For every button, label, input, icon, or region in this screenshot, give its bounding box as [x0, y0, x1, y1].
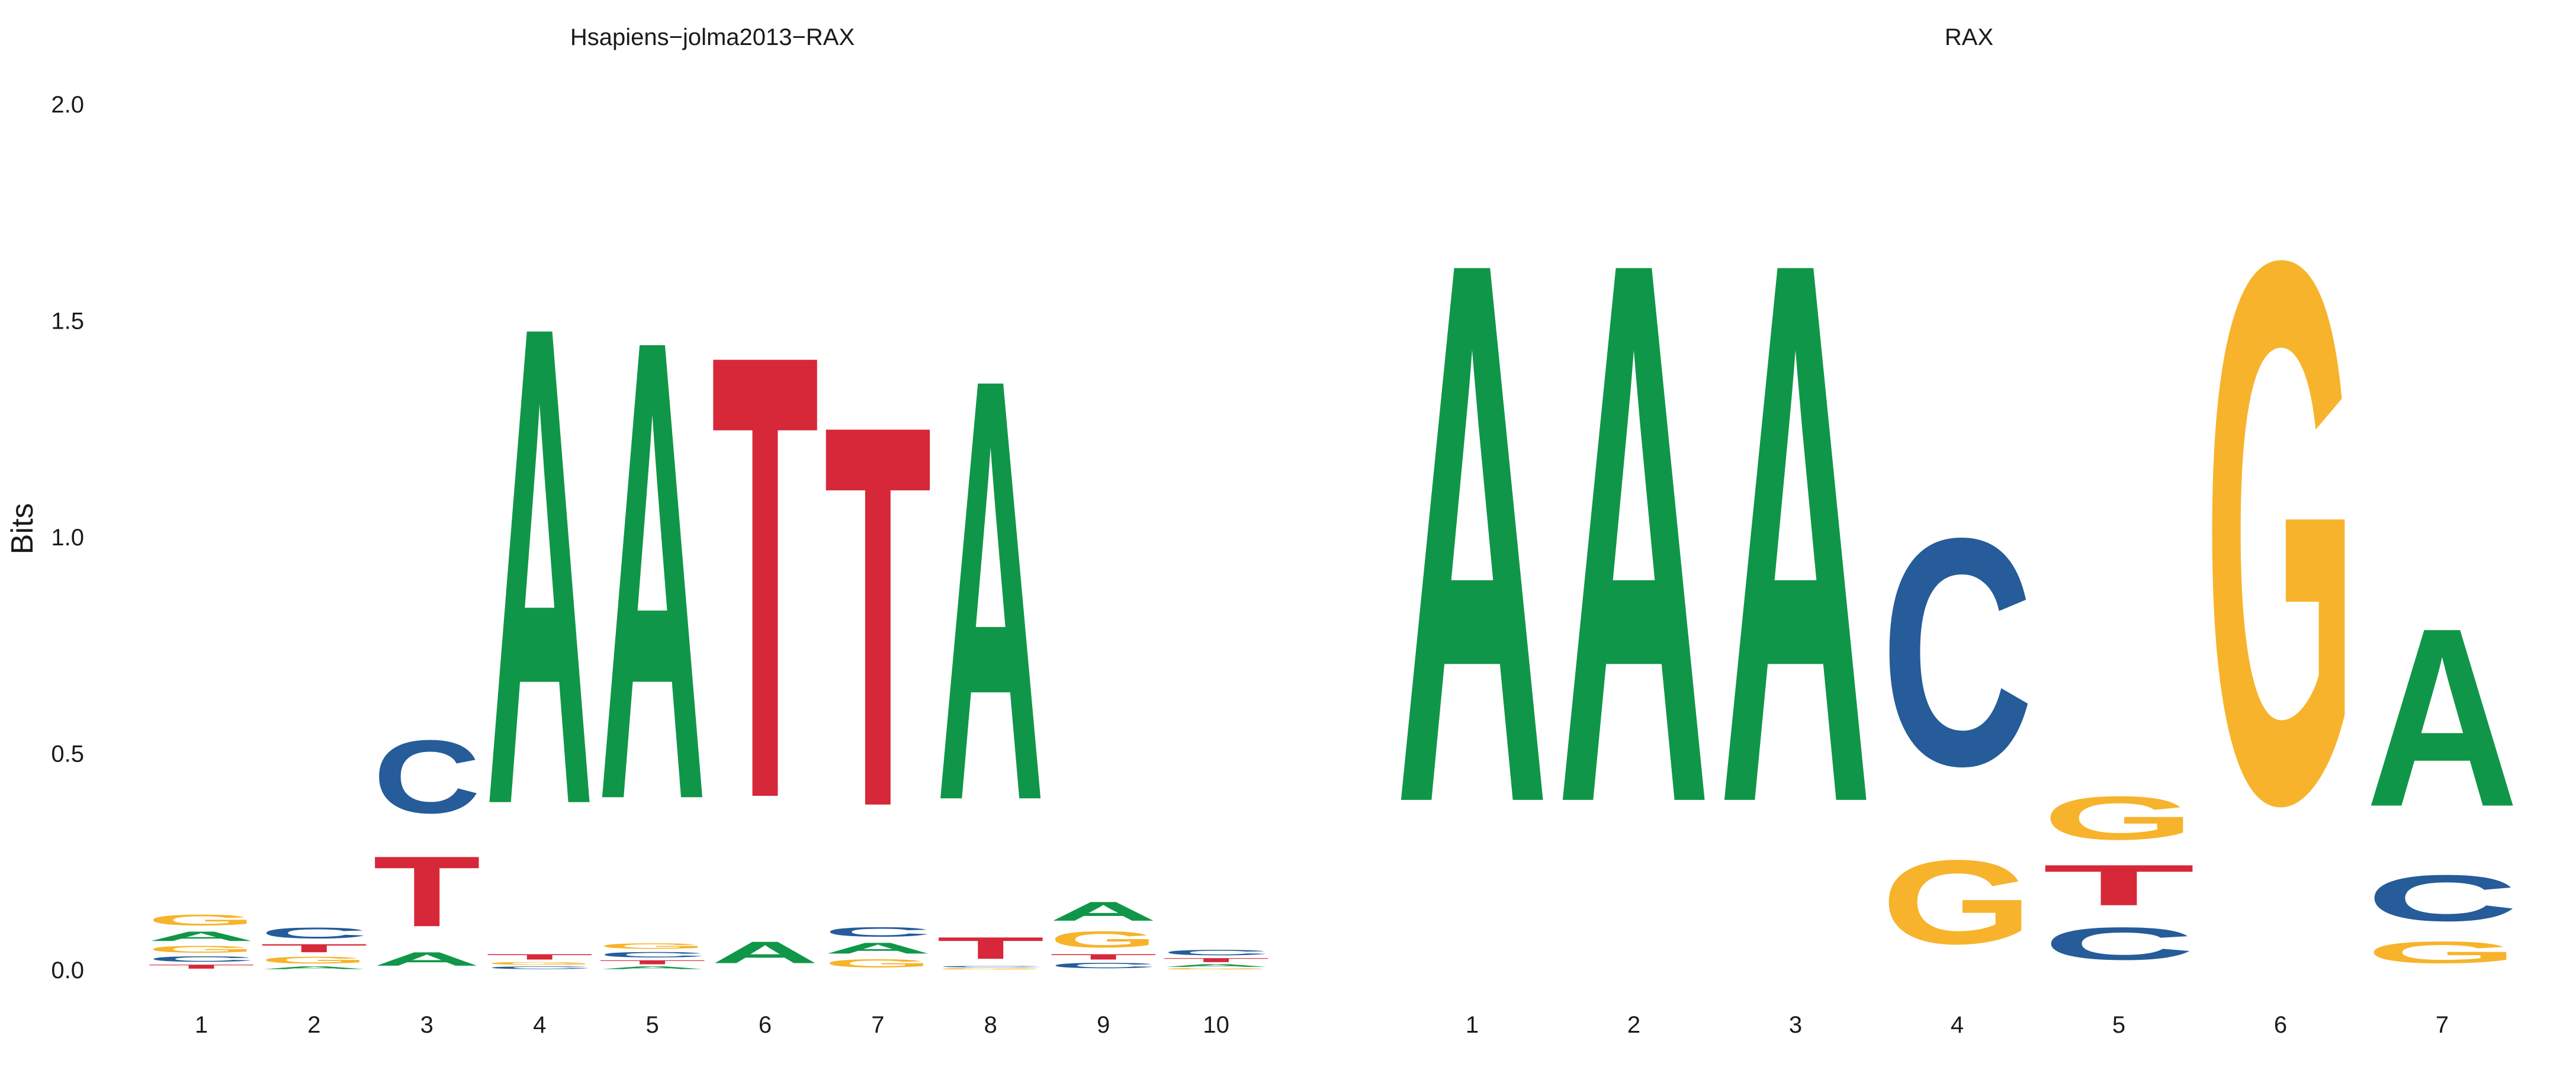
logo-letter-c: C	[824, 924, 932, 940]
logo-letter-g: G	[147, 944, 255, 955]
logo-letter-g: G	[2042, 783, 2195, 853]
logo-letter-a: A	[486, 184, 593, 948]
panel-title-left: Hsapiens−jolma2013−RAX	[570, 24, 855, 50]
y-axis: 0.0 0.5 1.0 1.5 2.0	[51, 92, 84, 984]
logo-letter-a: A	[711, 935, 819, 970]
logo-letter-a: A	[1557, 101, 1710, 964]
logo-letter-g: G	[2204, 100, 2357, 963]
logo-letter-g: G	[1049, 927, 1157, 953]
x-tick-label: 7	[2436, 1012, 2449, 1038]
logo-letter-t: T	[486, 953, 593, 962]
logo-letter-a: A	[2366, 575, 2519, 860]
logo-letter-a: A	[599, 966, 706, 970]
logo-letter-t: T	[147, 963, 255, 970]
logo-letter-g: G	[2366, 935, 2519, 969]
logo-letter-t: T	[2042, 853, 2195, 917]
logo-letter-a: A	[1719, 101, 1872, 964]
x-tick-label: 2	[307, 1012, 320, 1038]
x-tick-label: 3	[420, 1012, 433, 1038]
x-tick-label: 4	[533, 1012, 546, 1038]
logo-letter-g: G	[937, 968, 1045, 970]
logo-letter-c: C	[1881, 471, 2034, 834]
y-tick-label: 1.0	[51, 525, 84, 551]
x-tick-label: 6	[759, 1012, 772, 1038]
x-tick-label: 5	[2112, 1012, 2125, 1038]
logo-letter-a: A	[1049, 896, 1157, 927]
logo-letter-c: C	[599, 950, 706, 959]
y-tick-label: 0.5	[51, 741, 84, 767]
logo-letter-c: C	[2042, 918, 2195, 970]
x-axis-left: 1 2 3 4 5 6 7 8 9 10	[195, 1012, 1229, 1038]
logo-letter-t: T	[824, 311, 932, 920]
logo-letter-c: C	[147, 955, 255, 963]
logo-letter-a: A	[824, 940, 932, 957]
logo-letter-a: A	[1396, 101, 1549, 964]
x-tick-label: 8	[984, 1012, 997, 1038]
logo-letter-g: G	[824, 957, 932, 970]
x-tick-label: 1	[1466, 1012, 1479, 1038]
x-tick-label: 2	[1627, 1012, 1640, 1038]
logo-letter-t: T	[1162, 957, 1270, 963]
logo-letter-g: G	[260, 955, 368, 965]
logo-letter-t: T	[260, 941, 368, 955]
logo-letter-c: C	[260, 924, 368, 941]
y-tick-label: 0.0	[51, 957, 84, 984]
x-tick-label: 5	[645, 1012, 659, 1038]
logo-letter-a: A	[373, 948, 481, 970]
logo-letter-c: C	[486, 966, 593, 970]
logo-letter-c: C	[937, 966, 1045, 968]
logo-letter-a: A	[1162, 963, 1270, 968]
logo-letter-a: A	[260, 966, 368, 970]
logo-letter-a: A	[599, 204, 706, 937]
panel-title-right: RAX	[1945, 24, 1993, 50]
logo-letter-c: C	[1162, 948, 1270, 957]
logo-letter-g: G	[1162, 968, 1270, 970]
logo-letter-g: G	[486, 961, 593, 965]
logo-letter-a: A	[937, 253, 1045, 927]
logo-letter-c: C	[1049, 961, 1157, 970]
logo-panel-left: Hsapiens−jolma2013−RAX TCGAGAGTCATCCGTAA…	[147, 24, 1270, 1038]
logo-letter-t: T	[711, 223, 819, 931]
logo-letter-t: T	[937, 931, 1045, 965]
x-tick-label: 7	[871, 1012, 884, 1038]
logo-letter-a: A	[147, 928, 255, 944]
logo-letter-t: T	[1049, 953, 1157, 962]
logo-letter-g: G	[599, 941, 706, 950]
x-tick-label: 10	[1203, 1012, 1229, 1038]
logo-letter-t: T	[373, 836, 481, 948]
logo-letter-t: T	[599, 959, 706, 966]
x-tick-label: 1	[195, 1012, 208, 1038]
y-tick-label: 2.0	[51, 92, 84, 118]
logo-letter-g: G	[1881, 835, 2034, 969]
logo-letter-c: C	[373, 719, 481, 835]
x-tick-label: 6	[2274, 1012, 2287, 1038]
x-tick-label: 3	[1789, 1012, 1802, 1038]
y-tick-label: 1.5	[51, 308, 84, 335]
logo-letter-c: C	[2366, 862, 2519, 935]
logo-letter-g: G	[147, 911, 255, 928]
x-axis-right: 1 2 3 4 5 6 7	[1466, 1012, 2449, 1038]
x-tick-label: 9	[1097, 1012, 1110, 1038]
y-axis-title: Bits	[5, 503, 40, 555]
x-tick-label: 4	[1951, 1012, 1964, 1038]
